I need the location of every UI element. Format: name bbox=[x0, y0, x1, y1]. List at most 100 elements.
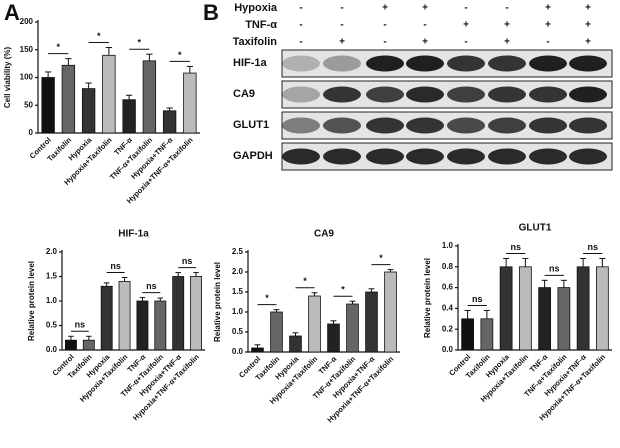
blot-band bbox=[488, 148, 526, 165]
band-label: HIF-1a bbox=[233, 57, 268, 69]
significance-label: * bbox=[137, 38, 141, 48]
condition-sign: - bbox=[299, 3, 302, 14]
band-label: GLUT1 bbox=[233, 119, 269, 131]
blot-band bbox=[366, 55, 404, 72]
y-tick-label: 2.5 bbox=[232, 247, 244, 256]
bar bbox=[190, 276, 203, 351]
condition-sign: + bbox=[504, 37, 510, 48]
bar bbox=[270, 311, 283, 353]
y-tick-label: 1.0 bbox=[46, 296, 58, 305]
chart-title: HIF-1a bbox=[118, 229, 149, 240]
y-tick-label: 0.0 bbox=[442, 345, 454, 354]
condition-sign: - bbox=[546, 37, 549, 48]
significance-label: * bbox=[56, 42, 60, 52]
significance-label: * bbox=[303, 276, 307, 286]
condition-sign: - bbox=[383, 20, 386, 31]
condition-sign: - bbox=[464, 37, 467, 48]
significance-label: ns bbox=[75, 320, 86, 330]
significance-label: ns bbox=[510, 242, 521, 252]
bar bbox=[183, 72, 197, 134]
blot-band bbox=[323, 148, 361, 165]
blot-band bbox=[447, 55, 485, 72]
bar bbox=[538, 287, 551, 351]
y-tick-label: 2.0 bbox=[232, 267, 244, 276]
y-tick-label: 1.5 bbox=[232, 287, 244, 296]
y-tick-label: 0.5 bbox=[232, 327, 244, 336]
condition-sign: + bbox=[422, 37, 428, 48]
bar bbox=[480, 318, 494, 351]
blot-band bbox=[406, 55, 444, 72]
bar bbox=[461, 318, 474, 351]
bar bbox=[172, 276, 185, 351]
blot-band bbox=[366, 86, 404, 103]
band-label: CA9 bbox=[233, 88, 255, 100]
blot-band bbox=[447, 117, 485, 134]
blot-band bbox=[488, 117, 526, 134]
y-axis-label: Relative protein level bbox=[423, 258, 432, 338]
y-tick-label: 2.0 bbox=[46, 247, 58, 256]
condition-sign: + bbox=[545, 3, 551, 14]
y-tick-label: 0.6 bbox=[442, 283, 454, 292]
bar bbox=[289, 335, 302, 353]
significance-label: ns bbox=[472, 294, 483, 304]
bar bbox=[102, 54, 116, 134]
condition-sign: + bbox=[585, 20, 591, 31]
blot-band bbox=[406, 148, 444, 165]
condition-sign: - bbox=[383, 37, 386, 48]
condition-sign: + bbox=[463, 20, 469, 31]
bar bbox=[557, 287, 571, 351]
blot-band bbox=[447, 86, 485, 103]
condition-sign: + bbox=[339, 37, 345, 48]
bar bbox=[122, 99, 136, 134]
blot-band bbox=[569, 86, 607, 103]
significance-label: * bbox=[97, 31, 101, 41]
bar bbox=[519, 266, 532, 351]
y-axis-label: Cell viability (%) bbox=[3, 46, 12, 108]
y-tick-label: 1.0 bbox=[442, 241, 454, 250]
y-tick-label: 1.5 bbox=[46, 272, 58, 281]
condition-label: TNF-α bbox=[245, 19, 277, 31]
condition-sign: - bbox=[299, 37, 302, 48]
condition-label: Hypoxia bbox=[234, 2, 278, 14]
y-tick-label: 0.4 bbox=[442, 304, 454, 313]
condition-sign: + bbox=[422, 3, 428, 14]
blot-band bbox=[529, 86, 567, 103]
y-axis-label: Relative protein level bbox=[27, 261, 36, 341]
bar bbox=[41, 77, 55, 134]
condition-label: Taxifolin bbox=[233, 36, 278, 48]
blot-band bbox=[366, 148, 404, 165]
bar bbox=[384, 271, 397, 353]
blot-band bbox=[282, 148, 320, 165]
condition-sign: - bbox=[464, 3, 467, 14]
significance-label: * bbox=[341, 285, 345, 295]
blot-band bbox=[282, 55, 320, 72]
condition-sign: - bbox=[340, 3, 343, 14]
significance-label: ns bbox=[549, 264, 560, 274]
bar bbox=[346, 303, 359, 353]
y-axis-label: Relative protein level bbox=[213, 262, 222, 342]
condition-sign: - bbox=[340, 20, 343, 31]
panel-label: A bbox=[4, 0, 20, 25]
condition-sign: - bbox=[299, 20, 302, 31]
bar bbox=[499, 266, 513, 351]
chart-title: GLUT1 bbox=[519, 223, 552, 234]
bar bbox=[136, 300, 149, 351]
bar bbox=[61, 64, 76, 134]
condition-sign: + bbox=[585, 37, 591, 48]
blot-band bbox=[488, 55, 526, 72]
significance-label: ns bbox=[182, 256, 193, 266]
bar bbox=[100, 285, 113, 351]
bar bbox=[64, 339, 77, 351]
blot-band bbox=[282, 86, 320, 103]
blot-band bbox=[323, 86, 361, 103]
blot-band bbox=[569, 148, 607, 165]
blot-band bbox=[529, 117, 567, 134]
blot-band bbox=[366, 117, 404, 134]
y-tick-label: 0.0 bbox=[232, 347, 244, 356]
condition-sign: + bbox=[382, 3, 388, 14]
bar bbox=[365, 291, 378, 353]
y-tick-label: 0.2 bbox=[442, 324, 454, 333]
significance-label: ns bbox=[146, 281, 157, 291]
y-tick-label: 1.0 bbox=[232, 307, 244, 316]
bar bbox=[154, 300, 167, 351]
